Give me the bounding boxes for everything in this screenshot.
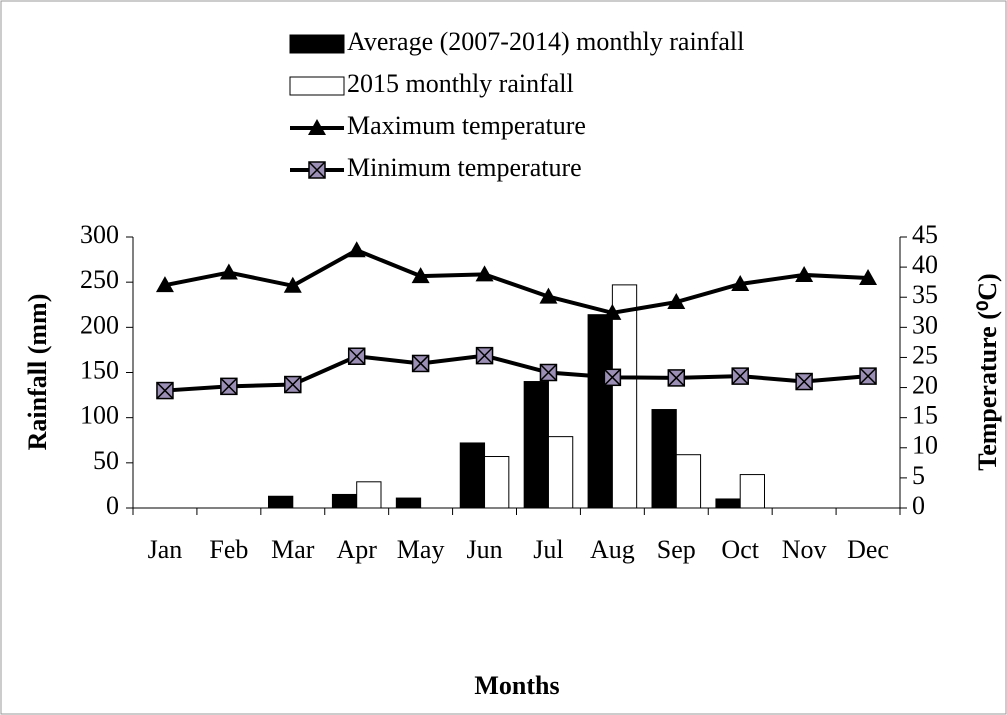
y2-tick-label: 30	[912, 310, 938, 339]
bar	[739, 474, 765, 509]
x-tick-label: Feb	[209, 535, 248, 564]
y2-tick-label: 15	[912, 401, 938, 430]
x-tick-label: Jan	[148, 535, 183, 564]
marker	[603, 303, 622, 320]
marker-cross	[795, 373, 813, 391]
bar	[356, 481, 382, 509]
bar	[611, 284, 638, 509]
x-tick-label: Dec	[847, 535, 889, 564]
y2-tick-label: 20	[912, 371, 938, 400]
y2-tick-label: 25	[912, 340, 938, 369]
y-tick-label: 0	[106, 491, 119, 520]
marker-cross	[667, 369, 685, 387]
bar	[395, 497, 422, 509]
bar	[268, 495, 294, 509]
bar	[459, 442, 486, 509]
y-tick-label: 100	[80, 401, 119, 430]
marker	[411, 267, 430, 284]
marker	[859, 268, 878, 285]
marker	[475, 265, 494, 282]
bar	[547, 436, 574, 509]
x-tick-label: Aug	[590, 535, 635, 564]
marker-cross	[412, 354, 430, 372]
y2-axis-title: Temperature (⁰C)	[973, 273, 1002, 470]
marker-cross	[284, 376, 302, 394]
marker-cross	[308, 161, 326, 179]
legend-swatch	[289, 34, 345, 54]
marker	[731, 274, 750, 291]
marker	[283, 276, 302, 293]
legend-label: Minimum temperature	[347, 153, 582, 182]
bar	[331, 493, 358, 509]
y2-tick-label: 10	[912, 431, 938, 460]
y-tick-label: 50	[93, 446, 119, 475]
legend-label: Average (2007-2014) monthly rainfall	[347, 27, 744, 56]
marker	[795, 265, 814, 282]
x-tick-label: Sep	[657, 535, 696, 564]
y2-tick-label: 0	[912, 491, 925, 520]
marker	[667, 293, 686, 310]
marker-cross	[220, 377, 238, 395]
y-tick-label: 250	[80, 265, 119, 294]
x-tick-label: Mar	[271, 535, 315, 564]
line	[164, 353, 869, 393]
x-tick-label: Nov	[782, 535, 827, 564]
bar	[715, 498, 741, 509]
bar	[675, 454, 702, 509]
marker	[539, 287, 558, 304]
x-tick-label: Jul	[533, 535, 563, 564]
y2-tick-label: 40	[912, 250, 938, 279]
marker-cross	[731, 367, 749, 385]
marker-cross	[603, 368, 621, 386]
y2-tick-label: 45	[912, 220, 938, 249]
legend-swatch	[289, 76, 345, 96]
marker-cross	[539, 363, 557, 382]
y-axis-title: Rainfall (mm)	[23, 294, 52, 451]
marker-cross	[156, 382, 174, 400]
line	[164, 248, 869, 315]
y2-tick-label: 5	[912, 461, 925, 490]
marker-cross	[476, 347, 494, 365]
marker	[219, 263, 238, 280]
x-tick-label: May	[397, 535, 445, 564]
x-tick-label: Jun	[466, 535, 502, 564]
bar	[651, 409, 677, 509]
legend-label: 2015 monthly rainfall	[347, 69, 574, 98]
x-axis-title: Months	[474, 671, 559, 700]
marker-cross	[859, 367, 877, 385]
y2-tick-label: 35	[912, 280, 938, 309]
legend-label: Maximum temperature	[347, 111, 586, 140]
bar	[587, 314, 613, 509]
y-tick-label: 150	[80, 355, 119, 384]
x-tick-label: Apr	[336, 535, 377, 564]
bar	[484, 456, 510, 509]
bar	[523, 381, 549, 509]
marker	[347, 241, 366, 258]
y-tick-label: 300	[80, 220, 119, 249]
x-tick-label: Oct	[721, 535, 759, 564]
marker-cross	[348, 347, 366, 365]
marker	[308, 119, 326, 135]
marker	[155, 276, 174, 293]
y-tick-label: 200	[80, 310, 119, 339]
